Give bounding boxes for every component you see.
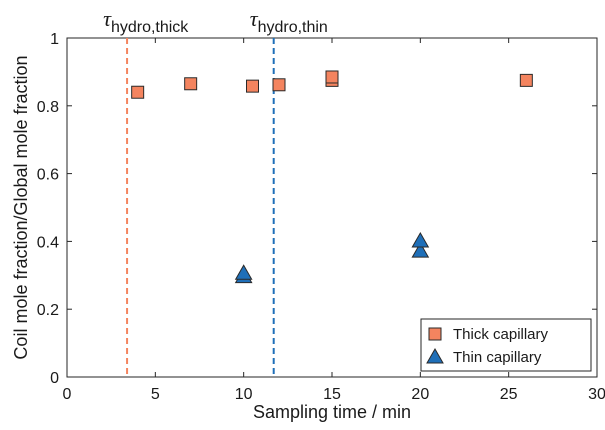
tau-symbol: τ bbox=[250, 6, 259, 31]
tau-subscript: hydro,thick bbox=[111, 19, 189, 36]
x-tick-label: 25 bbox=[500, 386, 518, 403]
x-tick-label: 15 bbox=[323, 386, 341, 403]
data-point-square bbox=[184, 77, 198, 91]
x-tick-label: 0 bbox=[63, 386, 72, 403]
y-tick-label: 0.6 bbox=[37, 167, 59, 184]
y-tick-label: 0 bbox=[50, 370, 59, 387]
data-point-triangle bbox=[234, 264, 253, 280]
data-points bbox=[131, 70, 533, 284]
legend-label-thick: Thick capillary bbox=[453, 326, 549, 343]
x-axis-ticks: 0 5 10 15 20 25 30 bbox=[63, 38, 605, 403]
tau-subscript: hydro,thin bbox=[258, 19, 328, 36]
x-axis-label: Sampling time / min bbox=[253, 402, 411, 422]
data-point-square bbox=[272, 78, 286, 92]
y-tick-label: 0.4 bbox=[37, 234, 59, 251]
data-point-square bbox=[131, 85, 145, 99]
tau-symbol: τ bbox=[103, 6, 112, 31]
y-axis-label: Coil mole fraction/Global mole fraction bbox=[11, 55, 31, 359]
x-tick-label: 20 bbox=[411, 386, 429, 403]
y-tick-label: 0.2 bbox=[37, 302, 59, 319]
legend-marker-thin bbox=[426, 347, 444, 364]
legend: Thick capillary Thin capillary bbox=[420, 318, 592, 372]
reference-lines: τhydro,thick τhydro,thin bbox=[103, 6, 328, 377]
legend-label-thin: Thin capillary bbox=[453, 349, 542, 366]
y-axis-ticks: 0 0.2 0.4 0.6 0.8 1 bbox=[37, 31, 597, 387]
data-point-triangle bbox=[411, 231, 430, 248]
x-tick-label: 5 bbox=[151, 386, 160, 403]
reference-line-label: τhydro,thin bbox=[250, 6, 328, 36]
legend-box bbox=[420, 318, 592, 372]
data-point-square bbox=[325, 70, 339, 84]
x-tick-label: 30 bbox=[588, 386, 605, 403]
legend-marker-thick bbox=[428, 327, 442, 341]
x-tick-label: 10 bbox=[235, 386, 253, 403]
y-tick-label: 1 bbox=[50, 31, 59, 48]
data-point-square bbox=[246, 79, 259, 93]
data-point-square bbox=[519, 73, 533, 87]
reference-line-label: τhydro,thick bbox=[103, 6, 189, 36]
y-tick-label: 0.8 bbox=[37, 99, 59, 116]
data-point-triangle bbox=[411, 242, 430, 258]
